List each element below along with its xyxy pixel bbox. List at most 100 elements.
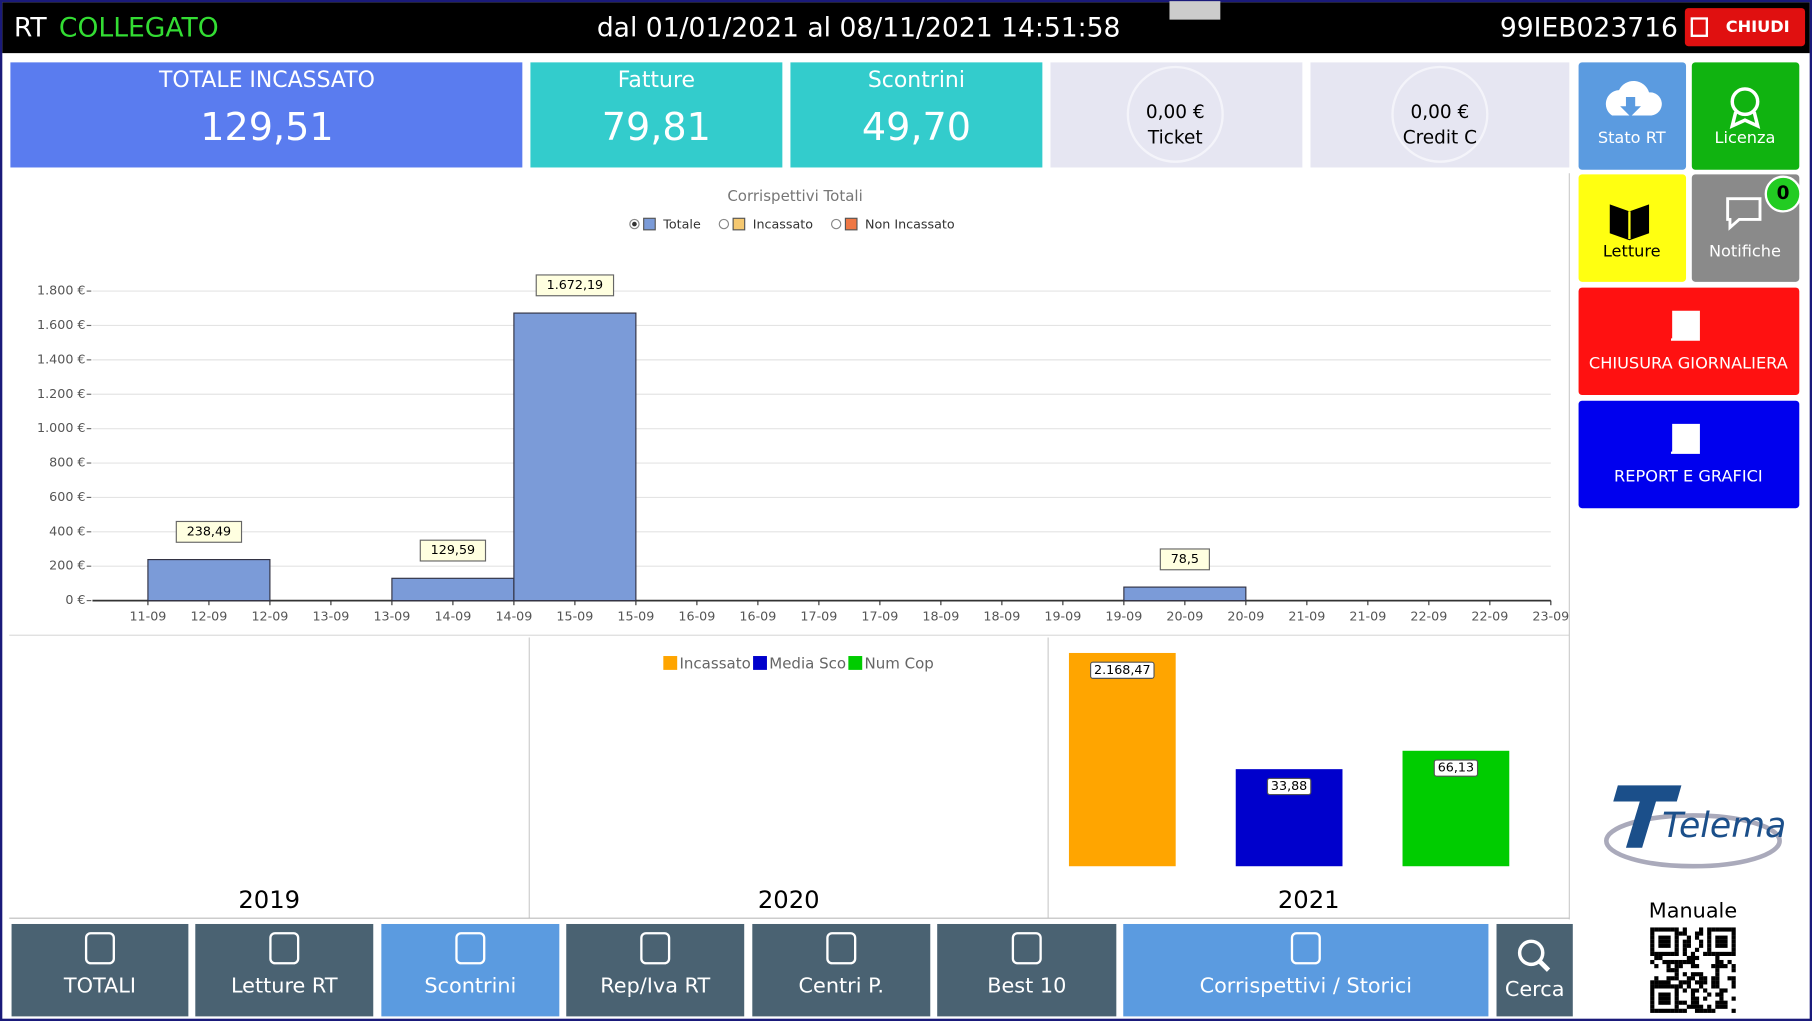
- nav-label: Scontrini: [424, 973, 516, 997]
- rt-label: RT: [14, 12, 48, 43]
- legend-label: Non Incassato: [865, 217, 955, 232]
- qr-cell: [1674, 976, 1679, 981]
- qr-cell: [1662, 943, 1667, 948]
- qr-cell: [1658, 955, 1663, 961]
- qr-cell: [1674, 988, 1679, 993]
- legend-swatch: [643, 217, 656, 231]
- qr-cell: [1719, 1004, 1724, 1009]
- qr-cell: [1686, 959, 1691, 965]
- legend-radio[interactable]: [830, 218, 842, 230]
- qr-cell: [1707, 935, 1712, 940]
- qr-cell: [1719, 943, 1724, 948]
- qr-cell: [1658, 951, 1663, 956]
- x-tick-label: 18-09: [922, 608, 959, 623]
- y-tick-label: 200 €: [49, 558, 85, 573]
- qr-cell: [1654, 964, 1659, 969]
- bar: [391, 577, 515, 602]
- window-control[interactable]: [1169, 1, 1221, 20]
- stato-rt-button[interactable]: [1578, 62, 1687, 170]
- nav-label: Cerca: [1505, 977, 1565, 1001]
- qr-cell: [1699, 980, 1704, 985]
- qr-cell: [1711, 980, 1716, 985]
- qr-cell: [1674, 927, 1679, 932]
- nav-icon: [84, 932, 115, 965]
- qr-cell: [1731, 947, 1736, 952]
- nav-icon: [1537, 959, 1551, 972]
- tile-label: TOTALE INCASSATO: [158, 68, 375, 93]
- qr-cell: [1650, 996, 1655, 1001]
- qr-cell: [1678, 964, 1683, 969]
- nav-button[interactable]: [1496, 923, 1573, 1017]
- logo-mark: [1613, 785, 1682, 848]
- qr-cell: [1731, 984, 1736, 989]
- qr-cell: [1658, 943, 1663, 948]
- qr-cell: [1690, 988, 1696, 993]
- manual-label: Manuale: [1649, 898, 1737, 922]
- qr-cell: [1682, 980, 1687, 985]
- nav-button[interactable]: [381, 923, 560, 1017]
- button-label: Stato RT: [1598, 128, 1666, 147]
- y-tick-label: 600 €: [49, 489, 85, 504]
- legend-radio-dot: [632, 221, 637, 227]
- qr-cell: [1674, 1000, 1679, 1005]
- legend-radio[interactable]: [718, 218, 730, 230]
- qr-cell: [1686, 984, 1691, 989]
- qr-cell: [1707, 951, 1712, 956]
- close-button[interactable]: [1684, 8, 1806, 47]
- qr-cell: [1723, 1004, 1728, 1009]
- period: dal 01/01/2021 al 08/11/2021 14:51:58: [597, 12, 1121, 43]
- status: COLLEGATO: [59, 12, 219, 43]
- nav-label: Rep/Iva RT: [600, 973, 710, 997]
- qr-cell: [1694, 931, 1700, 936]
- qr-cell: [1707, 1008, 1712, 1013]
- chiusura-button[interactable]: [1578, 287, 1800, 396]
- qr-cell: [1694, 1008, 1700, 1013]
- qr-cell: [1666, 939, 1671, 944]
- nav-button[interactable]: [752, 923, 931, 1017]
- qr-cell: [1650, 947, 1655, 952]
- qr-cell: [1699, 927, 1704, 932]
- qr-cell: [1658, 984, 1663, 989]
- nav-button[interactable]: [195, 923, 374, 1017]
- qr-cell: [1658, 996, 1663, 1001]
- qr-cell: [1690, 964, 1696, 969]
- qr-cell: [1670, 927, 1675, 932]
- qr-cell: [1686, 955, 1691, 961]
- qr-cell: [1670, 976, 1675, 981]
- qr-cell: [1707, 927, 1712, 932]
- qr-cell: [1686, 935, 1691, 940]
- x-tick-label: 19-09: [1105, 608, 1142, 623]
- nav-button[interactable]: [11, 923, 189, 1017]
- qr-cell: [1678, 984, 1683, 989]
- qr-cell: [1662, 927, 1667, 932]
- nav-button[interactable]: [1123, 923, 1489, 1017]
- qr-cell: [1719, 988, 1724, 993]
- qr-cell: [1686, 980, 1691, 985]
- nav-button[interactable]: [937, 923, 1117, 1017]
- logo-swoosh: [1603, 813, 1782, 869]
- licenza-button[interactable]: [1691, 62, 1800, 170]
- tile-ring: [1391, 65, 1489, 163]
- nav-button[interactable]: [566, 923, 745, 1017]
- qr-cell: [1711, 984, 1716, 989]
- legend-label: Media Sco: [769, 655, 846, 673]
- qr-cell: [1699, 1004, 1704, 1009]
- qr-cell: [1715, 959, 1720, 965]
- x-tick-label: 20-09: [1227, 608, 1264, 623]
- qr-code[interactable]: [1650, 927, 1736, 1013]
- qr-cell: [1711, 1008, 1716, 1013]
- report-button[interactable]: [1578, 400, 1800, 509]
- nav-label: TOTALI: [63, 973, 136, 997]
- qr-cell: [1666, 976, 1671, 981]
- qr-cell: [1731, 939, 1736, 944]
- qr-cell: [1678, 1008, 1683, 1013]
- x-tick-label: 17-09: [861, 608, 898, 623]
- qr-cell: [1674, 992, 1679, 997]
- qr-cell: [1719, 959, 1724, 965]
- value-label: 238,49: [187, 523, 231, 538]
- y-tick-label: 0 €: [65, 592, 85, 607]
- qr-cell: [1674, 931, 1679, 936]
- x-tick-label: 14-09: [434, 608, 471, 623]
- y-tick-label: 800 €: [49, 455, 85, 470]
